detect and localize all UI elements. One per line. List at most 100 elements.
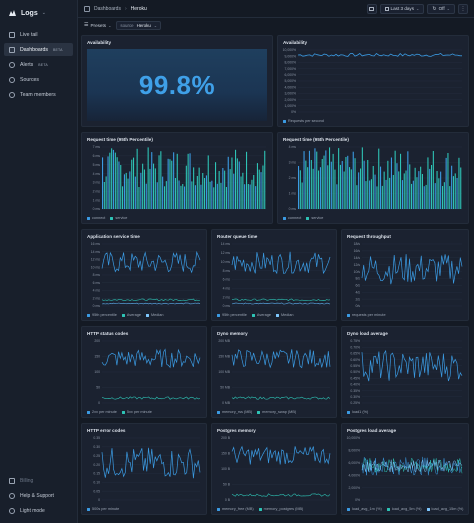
bar bbox=[173, 152, 175, 209]
legend-item[interactable]: memory_postgres (MB) bbox=[258, 507, 303, 511]
series-line bbox=[101, 396, 201, 400]
legend-item[interactable]: memory_rss (MB) bbox=[217, 410, 252, 414]
y-tick-label: 0.55% bbox=[350, 364, 360, 368]
panel-availability[interactable]: Availability 10,000% 9,000% 8,000% 7,000% 6,… bbox=[277, 35, 469, 127]
legend-item[interactable]: Median bbox=[276, 313, 293, 317]
panel-http-status-codes[interactable]: HTTP status codes 200 150 100 50 0 2xx per mi… bbox=[81, 326, 207, 418]
sidebar-item-sources[interactable]: Sources bbox=[4, 73, 73, 86]
sidebar-item-light-mode[interactable]: Light mode bbox=[4, 504, 73, 517]
chart-legend: 500s per minute bbox=[87, 507, 119, 511]
legend-item[interactable]: connect bbox=[283, 216, 301, 220]
legend-label: 95th percentile bbox=[222, 313, 247, 317]
bar bbox=[429, 168, 431, 209]
legend-swatch bbox=[87, 216, 90, 220]
bar bbox=[361, 147, 363, 209]
bar bbox=[381, 185, 383, 209]
panel-availability-big[interactable]: Availability 99.8% bbox=[81, 35, 273, 127]
refresh-select[interactable]: ↻ Off ⌄ bbox=[427, 3, 455, 14]
presets-button[interactable]: ☰ Presets ⌄ bbox=[84, 22, 111, 28]
filter-tag-source[interactable]: source Heroku ⌄ bbox=[116, 20, 162, 30]
series-line bbox=[231, 302, 331, 305]
more-button[interactable]: ⋮ bbox=[458, 3, 468, 14]
bar bbox=[154, 168, 156, 209]
legend-item[interactable]: 500s per minute bbox=[87, 507, 119, 511]
bar bbox=[122, 186, 124, 209]
y-tick-label: 4 ms bbox=[289, 145, 297, 149]
sidebar-item-team-members[interactable]: Team members bbox=[4, 88, 73, 101]
panel-toggle-button[interactable] bbox=[366, 3, 377, 14]
sidebar-item-help[interactable]: Help & Support bbox=[4, 489, 73, 502]
bar bbox=[347, 155, 349, 209]
legend-item[interactable]: Average bbox=[251, 313, 271, 317]
legend-label: Requests per second bbox=[288, 119, 324, 123]
legend-item[interactable]: load1 (%) bbox=[347, 410, 368, 414]
bar bbox=[336, 184, 338, 209]
y-tick-label: 0% bbox=[291, 110, 296, 114]
legend-item[interactable]: 2xx per minute bbox=[87, 410, 117, 414]
panel-title: Availability bbox=[87, 40, 112, 45]
sidebar-item-dashboards[interactable]: Dashboards BETA bbox=[4, 43, 73, 56]
panel-title: Dyno memory bbox=[217, 331, 248, 336]
y-tick-label: 0.30 bbox=[93, 445, 100, 449]
chart-legend: 95th percentile Average Median bbox=[87, 313, 163, 317]
legend-item[interactable]: requests per minute bbox=[347, 313, 386, 317]
panel-app-service-time[interactable]: Application service time 16 ms 14 ms 12 ms… bbox=[81, 229, 207, 321]
bar bbox=[246, 151, 248, 209]
time-range-select[interactable]: Last 3 days ⌄ bbox=[379, 3, 425, 14]
series-line bbox=[231, 493, 331, 497]
bar bbox=[247, 184, 249, 209]
bar bbox=[215, 162, 217, 209]
sidebar-item-live-tail[interactable]: Live tail bbox=[4, 28, 73, 41]
sidebar-item-alerts[interactable]: Alerts BETA bbox=[4, 58, 73, 71]
panel-http-error-codes[interactable]: HTTP error codes 0.35 0.30 0.25 0.20 0.15 0.1… bbox=[81, 423, 207, 515]
panel-request-time-1[interactable]: Request time (95th Percentile) 7 ms 6 ms 5… bbox=[81, 132, 273, 224]
legend-swatch bbox=[251, 313, 255, 317]
y-tick-label: 10/s bbox=[354, 270, 361, 274]
legend-item[interactable]: 95th percentile bbox=[217, 313, 247, 317]
bar bbox=[354, 158, 356, 209]
bar bbox=[193, 167, 195, 209]
legend-item[interactable]: 95th percentile bbox=[87, 313, 117, 317]
legend-item[interactable]: memory_swap (MB) bbox=[257, 410, 296, 414]
filter-tag-key: source bbox=[120, 22, 134, 28]
chart-plot: 0.75% 0.70% 0.65% 0.60% 0.55% 0.50% 0.45% 0.40%… bbox=[350, 339, 463, 405]
breadcrumb-root[interactable]: Dashboards bbox=[94, 5, 121, 12]
bar bbox=[227, 156, 229, 209]
panel-postgres-memory[interactable]: Postgres memory 200 B 150 B 100 B 50 B 0 B me… bbox=[211, 423, 337, 515]
legend-item[interactable]: service bbox=[110, 216, 127, 220]
bar bbox=[314, 148, 316, 209]
legend-item[interactable]: 5xx per minute bbox=[121, 410, 152, 414]
legend-swatch bbox=[87, 507, 90, 511]
panel-request-time-2[interactable]: Request time (95th Percentile) 4 ms 3 ms 2… bbox=[277, 132, 469, 224]
sidebar-item-billing[interactable]: Billing bbox=[4, 474, 73, 487]
y-tick-label: 0.65% bbox=[350, 352, 360, 356]
panel-request-throughput[interactable]: Request throughput 18/s 16/s 14/s 12/s 10/s 8… bbox=[341, 229, 469, 321]
bar bbox=[360, 168, 362, 209]
panel-dyno-load[interactable]: Dyno load average 0.75% 0.70% 0.65% 0.60% 0.… bbox=[341, 326, 469, 418]
bar bbox=[411, 183, 413, 209]
bar bbox=[191, 181, 193, 209]
bar bbox=[131, 159, 133, 209]
time-range-label: Last 3 days bbox=[390, 6, 415, 11]
panel-postgres-load[interactable]: Postgres load average 10,000% 8,000% 6,000… bbox=[341, 423, 469, 515]
bar bbox=[200, 184, 202, 209]
legend-item[interactable]: load_avg_5m (%) bbox=[386, 507, 422, 511]
legend-item[interactable]: Average bbox=[121, 313, 141, 317]
panel-router-queue-time[interactable]: Router queue time 14 ms 12 ms 10 ms 8 ms 6 m… bbox=[211, 229, 337, 321]
legend-item[interactable]: connect bbox=[87, 216, 105, 220]
legend-item[interactable]: Requests per second bbox=[283, 119, 324, 123]
legend-item[interactable]: load_avg_15m (%) bbox=[426, 507, 463, 511]
legend-item[interactable]: load_avg_1m (%) bbox=[347, 507, 382, 511]
bar bbox=[225, 187, 227, 209]
bar bbox=[216, 183, 218, 209]
legend-item[interactable]: Median bbox=[146, 313, 163, 317]
legend-swatch bbox=[217, 313, 220, 317]
panel-dyno-memory[interactable]: Dyno memory 200 MB 150 MB 100 MB 50 MB 0 MB m… bbox=[211, 326, 337, 418]
org-switcher[interactable]: Logs ⌄ bbox=[4, 6, 73, 20]
legend-item[interactable]: memory_free (MB) bbox=[217, 507, 254, 511]
legend-item[interactable]: service bbox=[306, 216, 323, 220]
presets-label: Presets bbox=[90, 22, 107, 28]
y-tick-label: 2 ms bbox=[93, 296, 101, 300]
big-number: 99.8% bbox=[87, 49, 267, 121]
y-tick-label: 4/s bbox=[355, 290, 360, 294]
